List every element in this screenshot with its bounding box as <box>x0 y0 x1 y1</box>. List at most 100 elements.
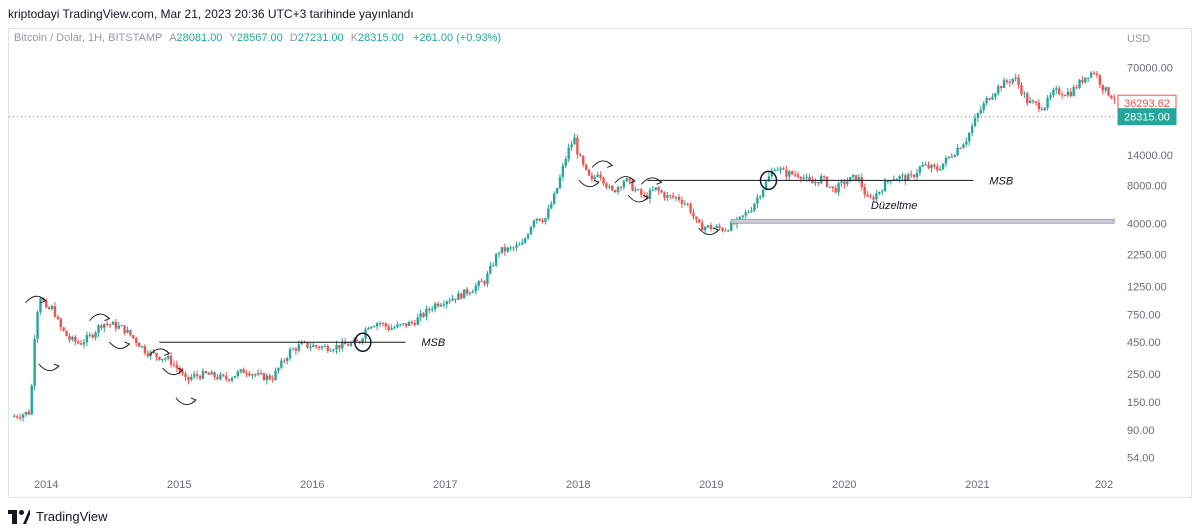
high-value: 28567.00 <box>236 32 283 44</box>
candle-body <box>611 186 614 191</box>
candle-body <box>1078 79 1081 88</box>
candle-body <box>384 323 388 327</box>
footer-brand: TradingView <box>36 509 108 524</box>
candle-body <box>140 346 144 348</box>
candle-body <box>776 169 779 171</box>
candle-body <box>132 335 135 338</box>
candle-body <box>898 176 901 180</box>
candle-body <box>544 218 547 222</box>
candle-body <box>1069 91 1073 97</box>
chart-frame <box>8 28 1192 498</box>
candle-body <box>352 339 356 343</box>
candle-body <box>193 374 196 377</box>
high-price-label: 36293.62 <box>1124 98 1170 110</box>
candle-body <box>27 411 31 415</box>
candle-body <box>248 373 251 376</box>
close-label: K <box>350 32 359 44</box>
candle-body <box>24 411 28 415</box>
candle-body <box>471 291 475 293</box>
candle-body <box>439 304 443 307</box>
candle-body <box>828 186 832 188</box>
candle-body <box>680 199 684 204</box>
candle-body <box>135 337 138 343</box>
candle-body <box>596 174 599 177</box>
candle-body <box>706 225 710 228</box>
candle-body <box>941 163 945 170</box>
candle-body <box>416 317 419 325</box>
candle-body <box>195 374 199 377</box>
swing-arrowhead <box>713 227 720 234</box>
y-tick-label: 4000.00 <box>1127 218 1167 230</box>
candle-body <box>1005 80 1009 83</box>
candle-body <box>613 190 617 193</box>
candle-body <box>181 371 184 374</box>
candle-body <box>265 375 269 381</box>
candle-body <box>904 175 907 181</box>
candle-body <box>1063 95 1067 97</box>
last-price-badge <box>1117 108 1177 126</box>
candle-body <box>770 170 774 177</box>
swing-arrowhead <box>53 363 60 370</box>
candle-body <box>16 416 19 418</box>
candle-body <box>724 230 727 232</box>
candle-body <box>291 348 295 350</box>
candle-body <box>518 244 521 246</box>
swing-arrowhead <box>593 179 600 186</box>
close-value: 28315.00 <box>358 32 404 44</box>
candle-body <box>465 289 469 294</box>
candle-body <box>1011 78 1014 83</box>
candle-body <box>1031 100 1035 102</box>
candle-body <box>375 323 379 327</box>
candle-body <box>997 86 1000 94</box>
candle-body <box>410 322 414 324</box>
candle-body <box>433 303 437 310</box>
candle-body <box>262 373 266 381</box>
candle-body <box>251 374 254 376</box>
candle-body <box>730 222 733 231</box>
candle-body <box>747 211 750 213</box>
swing-arrowhead <box>164 350 171 356</box>
candle-body <box>506 247 509 252</box>
candle-body <box>741 215 745 217</box>
candle-body <box>454 298 457 300</box>
candle-body <box>367 327 370 330</box>
x-tick-label: 2020 <box>832 479 856 491</box>
candle-body <box>152 351 155 354</box>
candle-body <box>399 324 402 326</box>
candle-body <box>875 193 878 200</box>
candle-body <box>764 181 768 190</box>
candle-body <box>640 189 643 195</box>
candle-body <box>744 212 747 216</box>
candle-body <box>793 174 797 176</box>
candle-body <box>242 369 245 374</box>
candle-body <box>146 353 150 357</box>
candle-body <box>36 312 39 339</box>
x-tick-label: 2021 <box>965 479 989 491</box>
price-chart[interactable]: 54.00 90.00 150.00 250.00 450.00 750.00 1250.0… <box>0 0 1200 500</box>
y-tick-label: 150.00 <box>1127 397 1161 409</box>
candle-body <box>985 98 988 104</box>
candle-body <box>457 293 460 300</box>
candle-body <box>854 174 858 180</box>
high-label: Y <box>229 32 237 44</box>
candle-body <box>1092 72 1096 74</box>
swing-arrowhead <box>629 177 636 184</box>
candle-body <box>811 180 814 184</box>
candle-body <box>788 171 791 177</box>
candle-body <box>622 181 626 188</box>
candle-body <box>497 252 501 255</box>
candle-body <box>422 313 425 317</box>
candle-body <box>759 196 762 198</box>
candle-body <box>370 326 373 328</box>
candle-body <box>468 292 472 294</box>
candle-body <box>782 168 785 170</box>
candle-body <box>190 376 193 380</box>
candle-body <box>277 367 280 371</box>
candle-body <box>332 349 335 351</box>
candle-body <box>294 348 298 351</box>
candle-body <box>857 177 861 180</box>
swing-arrowhead <box>124 341 131 348</box>
candle-body <box>47 307 51 310</box>
candle-body <box>230 377 234 381</box>
candle-body <box>207 372 210 375</box>
